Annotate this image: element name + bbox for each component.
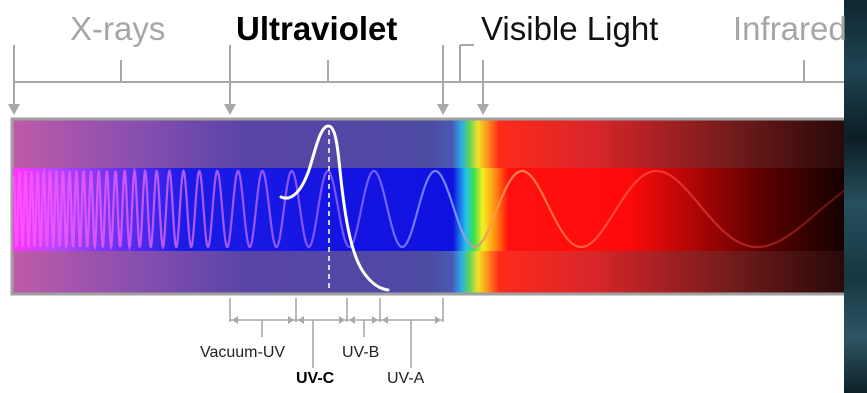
band-label-infrared: Infrared — [733, 10, 847, 47]
band-label-xrays: X-rays — [70, 10, 166, 47]
band-label-ultraviolet: Ultraviolet — [236, 10, 398, 47]
arrow-down-icon — [8, 104, 489, 115]
wave-curve — [12, 166, 867, 252]
arrow-left-right-icon — [232, 316, 441, 324]
subband-label-uv-a: UV-A — [387, 370, 425, 387]
band-bracket — [13, 44, 867, 112]
band-label-visible-light: Visible Light — [481, 10, 659, 47]
subband-label-uv-b: UV-B — [342, 344, 380, 361]
background-photo-edge — [844, 0, 867, 393]
emission-curve — [279, 124, 390, 292]
subband-label-uv-c: UV-C — [296, 370, 335, 387]
subband-label-vacuum-uv: Vacuum-UV — [200, 344, 286, 361]
